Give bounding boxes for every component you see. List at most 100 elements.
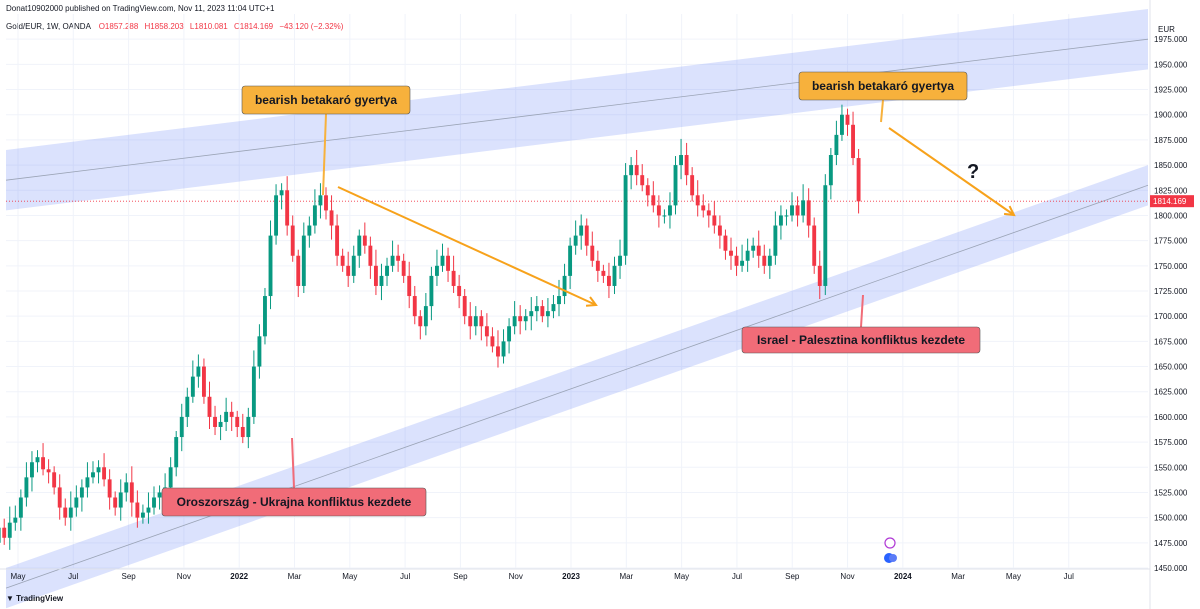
candle-body — [113, 497, 118, 508]
candle-body — [329, 210, 334, 226]
candle-body — [723, 235, 728, 251]
candle-body — [13, 517, 18, 523]
candle-body — [41, 457, 45, 470]
candle-body — [207, 396, 212, 417]
time-tick-label: 2023 — [562, 572, 580, 581]
label-bearish-2-box — [798, 71, 968, 101]
candle-body — [701, 205, 706, 211]
candle-body — [218, 421, 223, 427]
time-tick-label: Mar — [619, 572, 633, 581]
price-tick-label: 1525.000 — [1154, 488, 1188, 497]
candle-body — [185, 396, 190, 417]
time-tick-label: Sep — [121, 572, 136, 581]
candle-body — [551, 304, 556, 312]
price-tick-label: 1450.000 — [1154, 564, 1188, 573]
currency-label: EUR — [1158, 25, 1175, 34]
candle-body — [346, 265, 351, 276]
candle-body — [179, 416, 184, 438]
price-tick-label: 1475.000 — [1154, 539, 1188, 548]
candle-body — [396, 255, 401, 261]
candle-body — [684, 155, 689, 176]
candle-body — [257, 336, 262, 367]
candle-body — [590, 245, 595, 261]
label-israel-pointer — [860, 294, 864, 328]
candle-body — [745, 250, 750, 261]
candle-body — [96, 467, 101, 473]
candle-body — [274, 195, 279, 236]
candle-body — [318, 195, 323, 206]
candle-body — [390, 255, 395, 266]
time-tick-label: Nov — [177, 572, 191, 581]
candle-body — [479, 316, 484, 327]
candle-body — [263, 296, 267, 337]
candle-body — [545, 311, 550, 317]
candle-body — [362, 235, 367, 246]
price-tick-label: 1675.000 — [1154, 337, 1188, 346]
candle-body — [695, 195, 700, 206]
ohlc-close: C1814.169 — [233, 22, 274, 31]
candle-body — [307, 225, 312, 236]
candle-body — [91, 472, 95, 478]
symbol-name: Gold/EUR, 1W, OANDA — [6, 22, 91, 31]
price-tick-label: 1925.000 — [1154, 86, 1188, 95]
label-bearish-2-text: bearish betakaró gyertya — [812, 79, 954, 93]
ohlc-change: −43.120 (−2.32%) — [279, 22, 344, 31]
time-tick-label: Jul — [1064, 572, 1074, 581]
candle-body — [557, 296, 561, 305]
candle-body — [429, 275, 434, 307]
candle-body — [673, 165, 678, 206]
candle-body — [795, 205, 800, 216]
candle-body — [196, 366, 201, 377]
ohlc-high: H1858.203 — [144, 22, 184, 31]
candle-body — [401, 260, 406, 276]
candle-body — [229, 411, 234, 417]
ohlc-low: L1810.081 — [189, 22, 228, 31]
candle-body — [584, 225, 589, 246]
candle-body — [135, 502, 140, 518]
toggle-icon-dot — [889, 554, 897, 562]
candle-body — [190, 376, 195, 397]
candle-body — [601, 270, 606, 276]
candle-body — [246, 416, 251, 438]
time-tick-label: Mar — [951, 572, 965, 581]
tradingview-logo-icon: ▼ — [6, 594, 14, 603]
candle-body — [68, 507, 73, 518]
candle-body — [801, 200, 806, 216]
time-tick-label: Nov — [840, 572, 854, 581]
time-tick-label: 2024 — [894, 572, 912, 581]
candle-body — [451, 270, 456, 286]
candle-body — [529, 311, 534, 317]
candle-body — [235, 416, 240, 427]
candle-body — [523, 316, 528, 322]
candle-body — [540, 306, 545, 317]
time-tick-label: Mar — [288, 572, 302, 581]
candle-body — [296, 255, 301, 286]
candle-body — [778, 215, 783, 226]
time-tick-label: Sep — [453, 572, 468, 581]
candle-body — [368, 245, 373, 266]
publish-info: Donat10902000 published on TradingView.c… — [6, 4, 275, 13]
candle-body — [102, 467, 107, 480]
price-tick-label: 1800.000 — [1154, 211, 1188, 220]
downtrend-arrow-2 — [888, 127, 1015, 216]
candle-body — [312, 205, 317, 226]
candle-body — [751, 245, 756, 251]
price-tick-label: 1950.000 — [1154, 60, 1188, 69]
candle-body — [224, 411, 229, 422]
candle-body — [762, 255, 767, 266]
candle-body — [634, 165, 639, 176]
candle-body — [440, 255, 445, 266]
time-tick-label: May — [1006, 572, 1021, 581]
price-tick-label: 1825.000 — [1154, 186, 1188, 195]
candle-body — [767, 255, 772, 266]
candle-body — [357, 235, 362, 256]
candle-body — [834, 134, 839, 156]
candle-body — [612, 265, 617, 286]
time-tick-label: Nov — [509, 572, 523, 581]
candle-body — [462, 296, 467, 317]
candle-body — [828, 155, 833, 186]
candle-body — [679, 155, 684, 166]
label-ukraine-box — [161, 487, 427, 517]
candle-body — [856, 158, 861, 202]
